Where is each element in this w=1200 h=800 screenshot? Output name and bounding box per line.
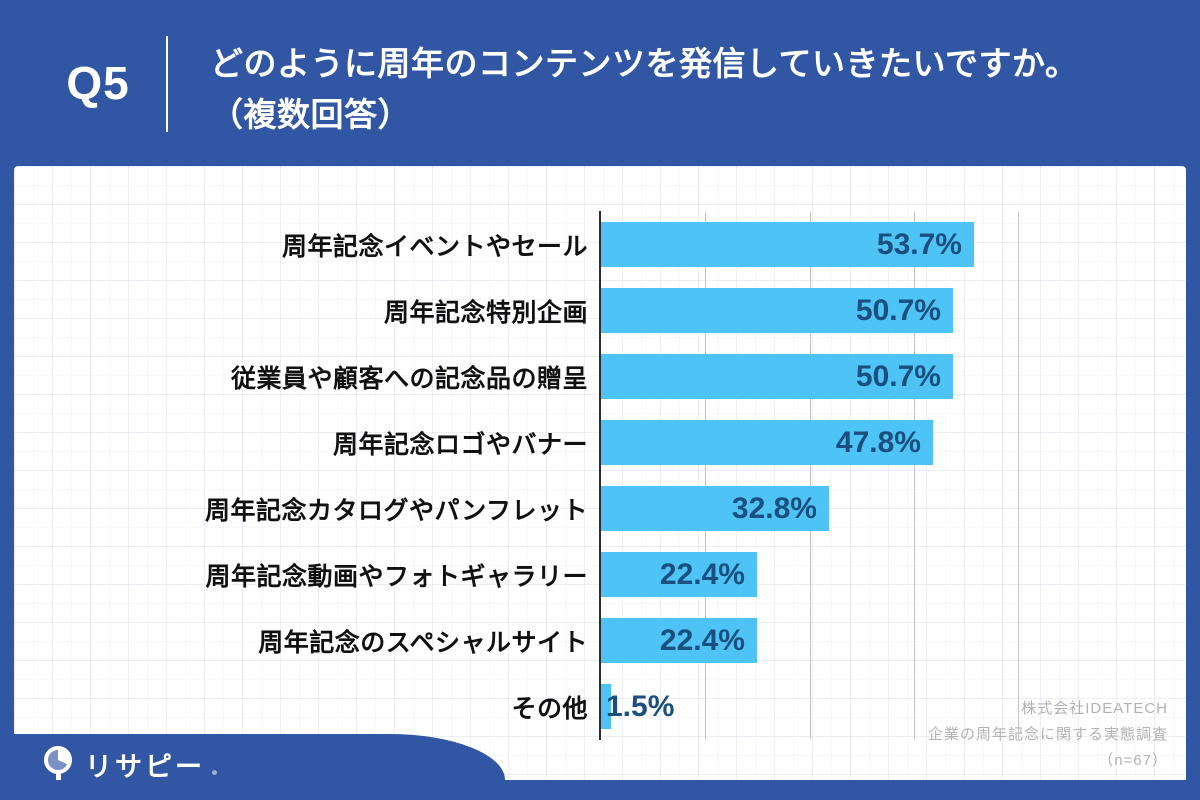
category-label: 周年記念動画やフォトギャラリー — [205, 562, 588, 591]
category-label: 従業員や顧客への記念品の贈呈 — [230, 364, 588, 393]
bar: 22.4% — [601, 552, 757, 597]
gridline-15 — [705, 212, 707, 739]
question-number: Q5 — [66, 57, 130, 109]
value-label: 50.7% — [855, 293, 941, 327]
category-label: 周年記念イベントやセール — [281, 232, 588, 261]
value-label: 32.8% — [731, 491, 817, 525]
bottom-border — [0, 780, 1200, 800]
gridline-60 — [1018, 212, 1019, 739]
y-axis-line — [599, 211, 601, 740]
chart-row: 周年記念イベントやセール 53.7% — [14, 222, 1186, 267]
chart-panel: 周年記念イベントやセール 53.7% 周年記念特別企画 50.7% 従業員や顧客への記念… — [14, 166, 1186, 780]
brand-name: リサピー — [85, 752, 205, 782]
value-label: 53.7% — [876, 227, 962, 261]
value-label: 1.5% — [606, 689, 675, 723]
chart-row: 周年記念特別企画 50.7% — [14, 288, 1186, 333]
source-survey: 企業の周年記念に関する実態調査 — [927, 726, 1168, 743]
gridline-30 — [809, 212, 811, 739]
bar: 53.7% — [601, 222, 974, 267]
value-label: 50.7% — [855, 359, 941, 393]
chart-row: 周年記念カタログやパンフレット 32.8% — [14, 486, 1186, 531]
source-note: 株式会社IDEATECH 企業の周年記念に関する実態調査 （n=67） — [928, 696, 1168, 774]
source-sample-size: （n=67） — [1098, 752, 1168, 769]
chart-row: 従業員や顧客への記念品の贈呈 50.7% — [14, 354, 1186, 399]
bar — [601, 684, 611, 729]
header-divider — [166, 36, 168, 132]
value-label: 47.8% — [835, 425, 921, 459]
category-label: 周年記念のスペシャルサイト — [258, 628, 588, 657]
source-company: 株式会社IDEATECH — [1021, 700, 1168, 717]
chart-row: 周年記念動画やフォトギャラリー 22.4% — [14, 552, 1186, 597]
category-label: 周年記念カタログやパンフレット — [204, 496, 588, 525]
bar: 22.4% — [601, 618, 757, 663]
value-label: 22.4% — [659, 623, 745, 657]
bar: 50.7% — [601, 288, 953, 333]
gridline-45 — [913, 212, 915, 739]
bar: 50.7% — [601, 354, 953, 399]
question-title: どのように周年のコンテンツを発信していきたいですか。 （複数回答） — [210, 38, 1078, 140]
question-title-line2: （複数回答） — [210, 96, 411, 133]
bar: 47.8% — [601, 420, 933, 465]
pie-chart-pin-icon — [44, 746, 72, 783]
brand-dot — [212, 770, 217, 775]
brand-logo: リサピー — [44, 745, 217, 784]
category-label: その他 — [511, 694, 588, 723]
chart-row: その他 1.5% — [14, 684, 1186, 729]
category-label: 周年記念ロゴやバナー — [332, 430, 588, 459]
category-label: 周年記念特別企画 — [383, 298, 588, 327]
logo-tab: リサピー — [0, 734, 505, 783]
header: Q5 どのように周年のコンテンツを発信していきたいですか。 （複数回答） — [0, 0, 1200, 166]
value-label: 22.4% — [659, 557, 745, 591]
bar: 32.8% — [601, 486, 829, 531]
question-title-line1: どのように周年のコンテンツを発信していきたいですか。 — [210, 45, 1079, 82]
chart-row: 周年記念ロゴやバナー 47.8% — [14, 420, 1186, 465]
chart-row: 周年記念のスペシャルサイト 22.4% — [14, 618, 1186, 663]
